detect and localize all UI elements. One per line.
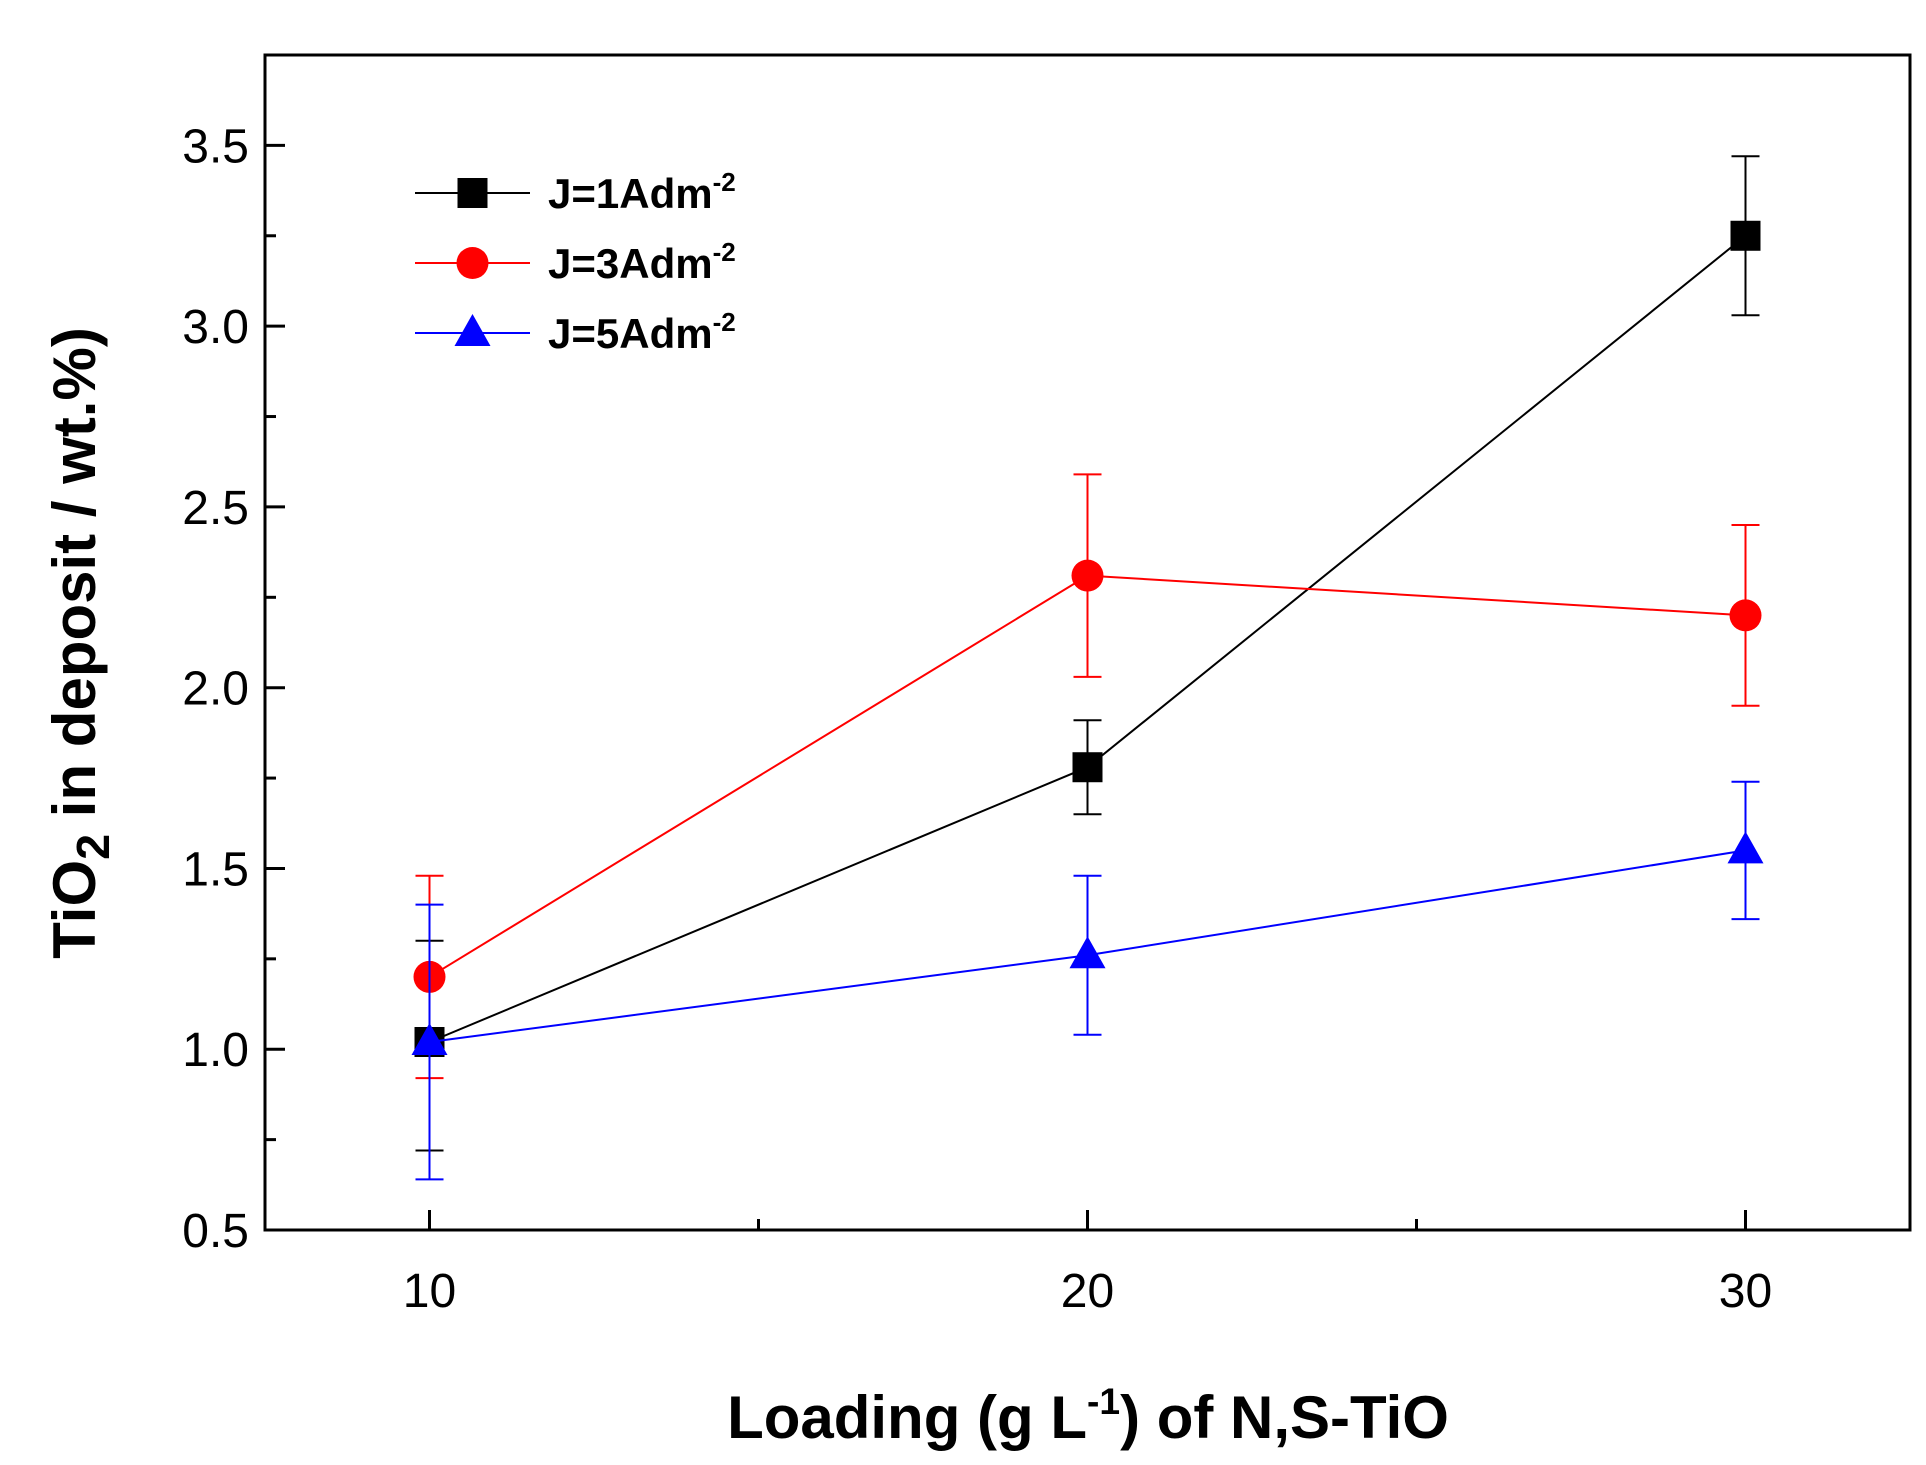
legend-label-main: J=3Adm [548,240,713,287]
legend-label: J=3Adm-2 [548,237,736,287]
y-axis-title-rest: in deposit / wt.%) [41,327,108,834]
data-point [1069,936,1106,969]
series-3 [411,780,1764,1181]
legend-label-sup: -2 [713,237,736,267]
y-tick-label: 1.5 [182,843,249,896]
data-point [411,1023,448,1055]
data-point [1727,831,1764,864]
y-tick-label: 1.0 [182,1024,249,1077]
legend-marker [454,314,491,346]
y-tick-label: 0.5 [182,1205,249,1258]
y-axis-title-main: TiO [41,860,108,959]
x-axis-title: Loading (g L-1) of N,S-TiO [727,1380,1449,1451]
legend-label-sup: -2 [713,307,736,337]
y-tick-label: 3.0 [182,301,249,354]
data-point [1072,752,1103,783]
x-tick-label: 20 [1061,1265,1114,1318]
y-tick-label: 3.5 [182,120,249,173]
x-axis-title-rest: ) of N,S-TiO [1120,1384,1449,1451]
x-axis-title-main: Loading (g L [727,1384,1087,1451]
legend-label-main: J=5Adm [548,310,713,357]
data-point [1730,220,1761,251]
x-axis-title-sup: -1 [1087,1380,1120,1422]
legend-item-3: J=5Adm-2 [415,307,736,357]
legend-marker [457,178,488,208]
legend-label: J=1Adm-2 [548,167,736,217]
y-axis-title: TiO2 in deposit / wt.%) [41,327,119,959]
legend-item-2: J=3Adm-2 [415,237,736,287]
legend-label-sup: -2 [713,167,736,197]
data-point [1071,559,1104,592]
y-axis-title-sub: 2 [67,834,119,860]
legend-label-main: J=1Adm [548,170,713,217]
legend-item-1: J=1Adm-2 [415,167,736,217]
x-tick-label: 10 [403,1265,456,1318]
y-tick-label: 2.5 [182,482,249,535]
legend-marker [456,247,489,279]
legend-label: J=5Adm-2 [548,307,736,357]
y-tick-label: 2.0 [182,663,249,716]
series-2 [413,473,1762,1080]
x-tick-label: 30 [1719,1265,1772,1318]
data-point [1729,599,1762,632]
